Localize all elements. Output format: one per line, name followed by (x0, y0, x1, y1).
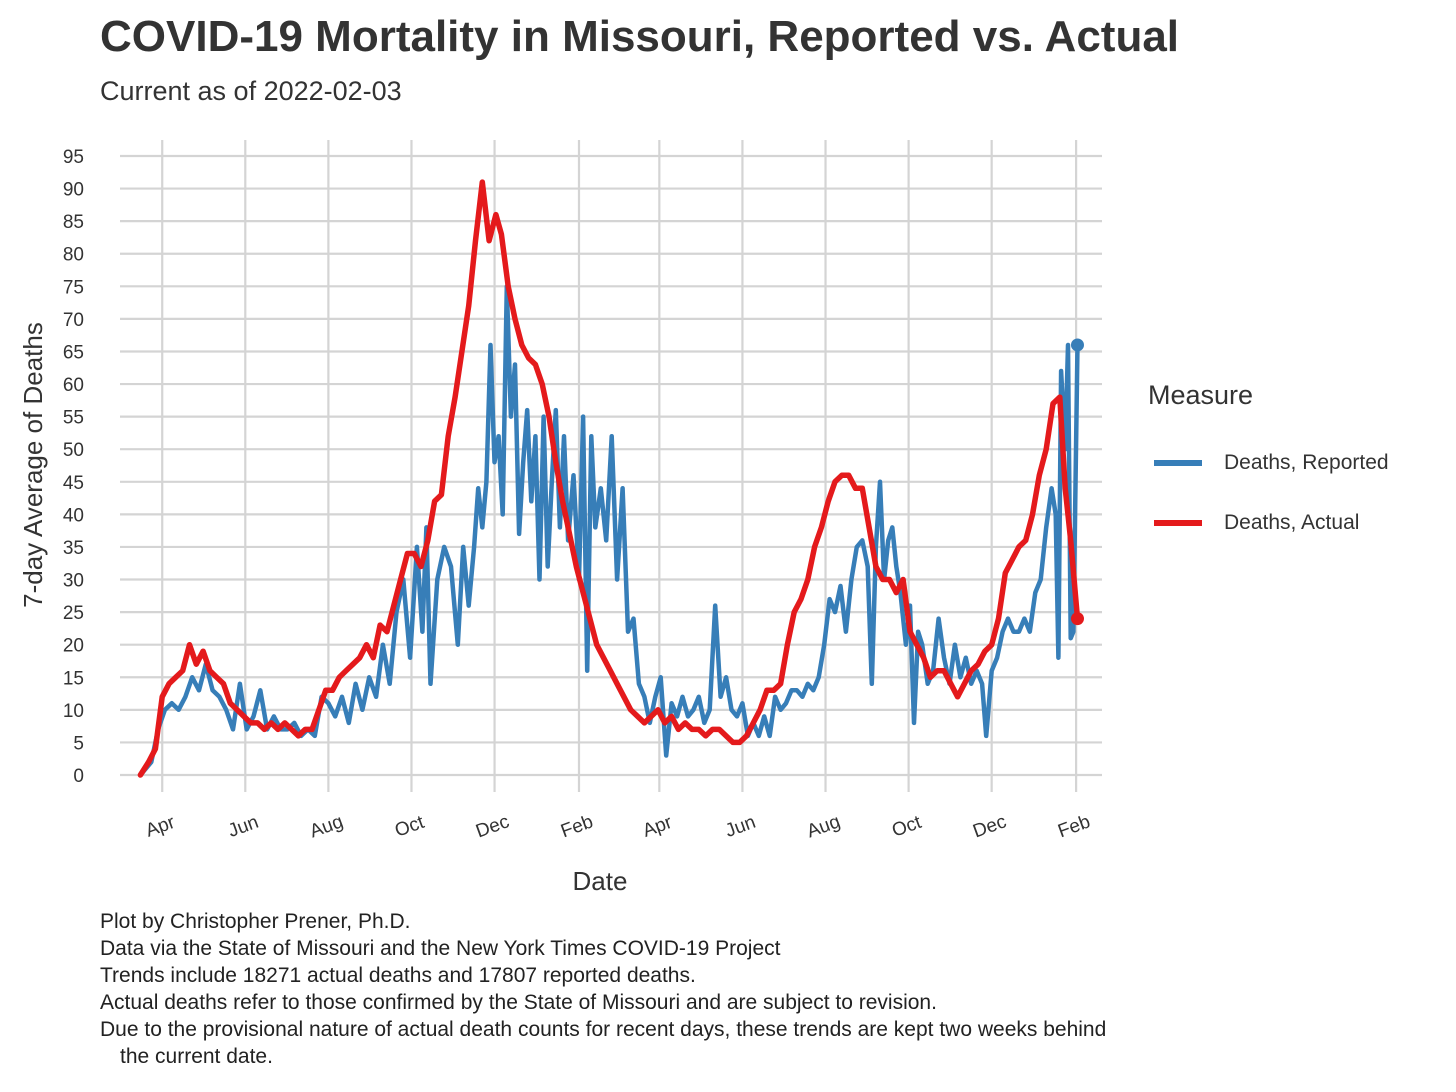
y-tick-label: 25 (63, 603, 84, 624)
legend-label-actual: Deaths, Actual (1224, 511, 1360, 534)
y-axis-title: 7-day Average of Deaths (18, 322, 48, 608)
y-tick-label: 65 (63, 342, 84, 363)
y-tick-label: 90 (63, 180, 84, 201)
x-axis-title: Date (573, 866, 628, 896)
x-tick-label: Jun (723, 812, 759, 842)
caption: Plot by Christopher Prener, Ph.D. Data v… (100, 908, 1400, 1070)
y-tick-label: 80 (63, 245, 84, 266)
y-tick-label: 35 (63, 538, 84, 559)
caption-line: the current date. (120, 1045, 273, 1068)
y-tick-label: 50 (63, 440, 84, 461)
y-axis-ticks: 0 5 10 15 20 25 30 35 40 45 50 55 60 65 70 75 80 85 90 95 (63, 147, 84, 787)
y-tick-label: 75 (63, 277, 84, 298)
x-tick-label: Oct (392, 812, 428, 842)
x-tick-label: Dec (473, 811, 512, 842)
legend-label-reported: Deaths, Reported (1224, 451, 1389, 474)
y-tick-label: 70 (63, 310, 84, 331)
series-lines (137, 179, 1084, 778)
legend-swatch-reported (1154, 460, 1202, 466)
series-line-deaths-actual (137, 179, 1081, 778)
x-tick-label: Aug (307, 811, 346, 842)
x-tick-label: Dec (970, 811, 1009, 842)
caption-line: Data via the State of Missouri and the N… (100, 937, 781, 960)
x-axis-ticks: Apr Jun Aug Oct Dec Feb Apr Jun Aug Oct Dec Feb (143, 811, 1093, 842)
series-line-deaths-reported (138, 284, 1080, 778)
y-tick-label: 5 (73, 733, 84, 754)
legend-title: Measure (1148, 380, 1254, 410)
x-tick-label: Oct (889, 812, 925, 842)
y-tick-label: 55 (63, 408, 84, 429)
y-tick-label: 85 (63, 212, 84, 233)
caption-line: Plot by Christopher Prener, Ph.D. (100, 910, 411, 933)
legend-item-reported: Deaths, Reported (1148, 433, 1389, 493)
y-tick-label: 30 (63, 571, 84, 592)
y-tick-label: 95 (63, 147, 84, 168)
x-tick-label: Feb (1055, 811, 1093, 842)
caption-line: Trends include 18271 actual deaths and 1… (100, 964, 696, 987)
x-tick-label: Aug (804, 811, 843, 842)
x-tick-label: Apr (143, 812, 179, 842)
y-tick-label: 40 (63, 505, 84, 526)
caption-line: Actual deaths refer to those confirmed b… (100, 991, 937, 1014)
grid-lines (120, 140, 1102, 792)
chart-title: COVID-19 Mortality in Missouri, Reported… (100, 12, 1180, 61)
y-tick-label: 45 (63, 473, 84, 494)
x-tick-label: Feb (558, 811, 596, 842)
y-tick-label: 0 (73, 766, 84, 787)
x-tick-label: Jun (225, 812, 261, 842)
series-end-point-deaths-actual (1070, 612, 1084, 626)
y-tick-label: 15 (63, 668, 84, 689)
legend-swatch-actual (1154, 520, 1202, 526)
y-tick-label: 20 (63, 636, 84, 657)
y-tick-label: 10 (63, 701, 84, 722)
y-tick-label: 60 (63, 375, 84, 396)
legend-item-actual: Deaths, Actual (1148, 493, 1389, 553)
x-tick-label: Apr (640, 812, 676, 842)
chart-subtitle: Current as of 2022-02-03 (100, 76, 402, 106)
legend: Measure Deaths, Reported Deaths, Actual (1148, 380, 1389, 553)
series-end-point-deaths-reported (1070, 338, 1084, 352)
caption-line: Due to the provisional nature of actual … (100, 1018, 1107, 1041)
